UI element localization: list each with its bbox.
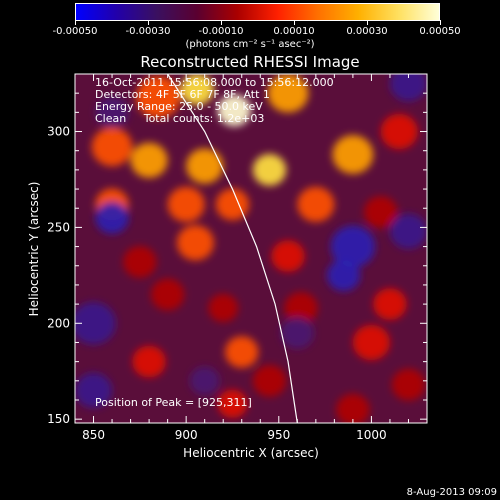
heatmap-negative-blob: [189, 366, 220, 395]
heatmap-source-blob: [271, 240, 305, 273]
heatmap-source-blob: [364, 196, 398, 228]
x-tick-label: 1000: [356, 428, 387, 442]
heatmap-source-blob: [225, 336, 259, 368]
heatmap-source-blob: [130, 142, 168, 178]
peak-position-label: Position of Peak = [925,311]: [95, 396, 252, 409]
heatmap-source-blob: [91, 127, 133, 167]
heatmap-source-blob: [150, 278, 185, 311]
heatmap-negative-blob: [75, 302, 116, 345]
colorbar-tick-mark: [220, 20, 222, 25]
annotation-clean: Clean: [95, 112, 127, 125]
annotation-block: 16-Oct-2011 15:56:08.000 to 15:56:12.000…: [95, 77, 334, 125]
heatmap-source-blob: [352, 324, 390, 361]
heatmap-source-blob: [284, 292, 318, 324]
heatmap-negative-blob: [95, 96, 129, 129]
colorbar-tick-label: 0.00050: [419, 26, 461, 37]
solar-limb-line: [167, 74, 298, 423]
heatmap-source-blob: [180, 74, 214, 106]
footer-timestamp: 8-Aug-2013 09:09: [406, 487, 497, 498]
colorbar-tick-label: -0.00010: [198, 26, 244, 37]
colorbar-tick-mark: [366, 20, 368, 25]
heatmap-source-blob: [176, 225, 214, 261]
heatmap-source-blob: [132, 345, 166, 378]
annotation-clean-counts: Clean Total counts: 1.2e+03: [95, 113, 334, 125]
annotation-energy: Energy Range: 25.0 - 50.0 keV: [95, 100, 263, 113]
y-axis-label: Heliocentric Y (arcsec): [27, 181, 41, 317]
x-tick-label: 900: [175, 428, 198, 442]
heatmap-negative-blob: [389, 74, 427, 102]
heatmap-source-blob: [167, 186, 205, 222]
heatmap-source-blob: [136, 75, 181, 119]
colorbar-tick-mark: [147, 20, 149, 25]
y-tick-label: 300: [47, 125, 70, 139]
colorbar: [75, 3, 440, 21]
heatmap-source-blob: [252, 364, 287, 397]
plot-frame: [74, 73, 428, 424]
heatmap-source-blob: [380, 113, 418, 150]
annotation-time: 16-Oct-2011 15:56:08.000 to 15:56:12.000: [95, 76, 334, 89]
colorbar-units-label: (photons cm⁻² s⁻¹ asec⁻²): [185, 39, 315, 50]
heatmap-negative-blob: [95, 201, 129, 234]
x-axis-label: Heliocentric X (arcsec): [183, 446, 319, 460]
heatmap-source-blob: [208, 293, 239, 323]
x-tick-label: 850: [82, 428, 105, 442]
y-tick-label: 150: [47, 412, 70, 426]
heatmap-source-blob: [252, 154, 287, 186]
colorbar-gradient: [76, 4, 439, 20]
heatmap-source-blob: [391, 368, 426, 401]
heatmap-source-blob: [373, 288, 407, 320]
heatmap-negative-blob: [280, 317, 314, 349]
heatmap-source-blob: [186, 148, 224, 184]
annotation-detectors: Detectors: 4F 5F 6F 7F 8F, Att 1: [95, 88, 270, 101]
y-tick-label: 200: [47, 316, 70, 330]
annotation-total-counts: Total counts: 1.2e+03: [143, 112, 265, 125]
heatmap-negative-blob: [330, 225, 376, 268]
heatmap-source-blob: [297, 186, 335, 222]
chart-title: Reconstructed RHESSI Image: [140, 53, 360, 71]
heatmap-source-blob: [217, 94, 251, 127]
colorbar-tick-label: 0.00030: [346, 26, 388, 37]
heatmap-source-blob: [336, 393, 370, 423]
y-tick-label: 250: [47, 220, 70, 234]
colorbar-tick-label: -0.00030: [125, 26, 171, 37]
colorbar-tick-mark: [74, 20, 76, 25]
colorbar-tick-mark: [439, 20, 441, 25]
colorbar-tick-mark: [293, 20, 295, 25]
colorbar-tick-label: -0.00050: [52, 26, 98, 37]
heatmap-negative-blob: [75, 372, 113, 409]
heatmap-source-blob: [267, 74, 309, 113]
heatmap-source-blob: [332, 135, 374, 174]
heatmap-source-blob: [215, 188, 250, 221]
heatmap-source-blob: [217, 389, 248, 418]
heatmap-source-blob: [123, 246, 157, 278]
heatmap-negative-blob: [389, 213, 427, 249]
heatmap-negative-blob: [326, 259, 361, 292]
x-tick-label: 950: [267, 428, 290, 442]
colorbar-tick-label: 0.00010: [273, 26, 315, 37]
